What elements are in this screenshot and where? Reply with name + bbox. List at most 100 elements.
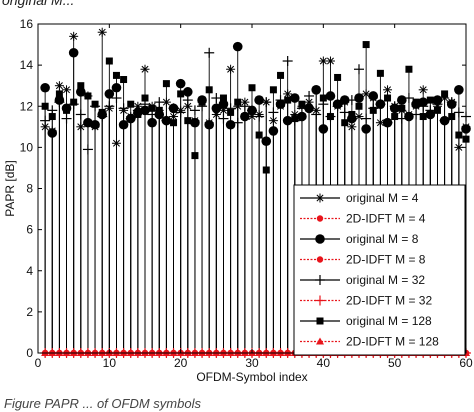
point-series-4	[425, 105, 436, 116]
point-series-2	[361, 124, 371, 134]
point-series-4	[82, 144, 93, 155]
point-series-6	[55, 90, 63, 98]
point-series-4	[104, 101, 115, 112]
point-series-2	[183, 87, 193, 97]
point-series-6	[84, 92, 92, 100]
x-tick-label: 0	[35, 356, 42, 370]
point-series-6	[205, 86, 213, 94]
point-series-2	[325, 91, 336, 101]
point-series-0	[375, 118, 385, 128]
point-series-2	[190, 117, 200, 128]
point-series-0	[111, 138, 121, 148]
marker-layer	[40, 27, 471, 358]
point-series-4	[403, 93, 414, 104]
point-series-6	[241, 113, 249, 121]
point-series-6	[405, 65, 413, 73]
legend-entry-2: original M = 8	[346, 232, 419, 246]
point-series-0	[140, 64, 150, 74]
point-series-2	[297, 111, 307, 122]
point-series-6	[162, 80, 170, 88]
x-tick-label: 20	[174, 356, 188, 370]
point-series-6	[177, 90, 185, 98]
point-series-2	[397, 95, 407, 105]
point-series-4	[239, 101, 250, 112]
point-series-0	[268, 116, 278, 126]
point-series-6	[248, 84, 256, 92]
point-series-6	[391, 113, 399, 121]
point-series-6	[291, 115, 299, 123]
y-tick-label: 0	[26, 346, 33, 360]
point-series-6	[441, 90, 449, 98]
point-series-4	[261, 97, 272, 108]
point-series-6	[219, 94, 227, 102]
point-series-0	[69, 31, 79, 41]
point-series-2	[111, 82, 122, 93]
papr-chart: 0 10 20 30 40 50 60 0 2 4 6 8 10 12 14 16 OFDM-Symbol i…	[3, 17, 473, 384]
x-tick-label: 60	[459, 356, 473, 370]
point-series-2	[147, 117, 157, 128]
point-series-6	[227, 108, 235, 116]
point-series-6	[419, 113, 427, 121]
point-series-4	[332, 101, 343, 112]
point-series-2	[268, 126, 279, 136]
x-tick-label: 10	[103, 356, 117, 370]
point-series-2	[354, 93, 364, 103]
point-series-2	[225, 119, 236, 130]
point-series-2	[282, 115, 293, 126]
point-series-6	[362, 41, 370, 49]
point-series-6	[312, 86, 320, 94]
point-series-0	[454, 142, 464, 152]
point-series-2	[404, 111, 414, 122]
point-series-6	[120, 76, 128, 84]
point-series-6	[141, 94, 149, 102]
point-series-6	[70, 98, 78, 106]
point-series-4	[168, 103, 179, 114]
point-series-2	[454, 85, 464, 95]
point-series-6	[355, 102, 363, 110]
caption-top: original M...	[2, 0, 75, 8]
legend-entry-7: 2D-IDFT M = 128	[346, 335, 439, 349]
point-series-2	[318, 124, 329, 134]
point-series-0	[76, 122, 86, 132]
point-series-4	[282, 56, 293, 67]
point-series-4	[247, 105, 257, 116]
point-series-4	[61, 113, 72, 124]
point-series-4	[446, 97, 457, 108]
point-series-6	[426, 96, 434, 104]
y-axis-label: PAPR [dB]	[3, 160, 17, 216]
point-series-6	[319, 94, 327, 102]
point-series-2	[368, 91, 379, 101]
x-axis-label: OFDM-Symbol index	[196, 370, 307, 384]
point-series-6	[277, 71, 285, 79]
point-series-4	[361, 113, 372, 124]
point-series-4	[161, 115, 172, 126]
y-tick-label: 8	[26, 182, 33, 196]
point-series-6	[455, 131, 463, 139]
point-series-6	[398, 104, 406, 112]
point-series-4	[389, 101, 400, 112]
point-series-4	[75, 109, 86, 120]
point-series-4	[275, 95, 286, 106]
point-series-2	[175, 78, 186, 89]
point-series-6	[448, 113, 456, 121]
point-series-6	[112, 71, 120, 79]
point-series-0	[54, 81, 64, 91]
point-series-4	[54, 97, 65, 108]
point-series-6	[105, 57, 113, 65]
point-series-6	[184, 117, 192, 125]
point-series-2	[204, 119, 214, 130]
point-series-6	[234, 98, 242, 106]
point-series-0	[347, 122, 357, 132]
point-series-4	[418, 101, 429, 112]
point-series-2	[339, 95, 350, 105]
point-series-2	[104, 89, 115, 99]
point-series-6	[77, 82, 85, 90]
point-series-4	[211, 93, 222, 104]
legend-marker-1	[316, 215, 324, 222]
point-series-0	[325, 56, 335, 66]
point-series-6	[384, 94, 392, 102]
legend-entry-3: 2D-IDFT M = 8	[346, 253, 426, 267]
y-tick-label: 14	[20, 58, 34, 72]
point-series-2	[140, 105, 150, 116]
point-series-4	[254, 111, 265, 122]
